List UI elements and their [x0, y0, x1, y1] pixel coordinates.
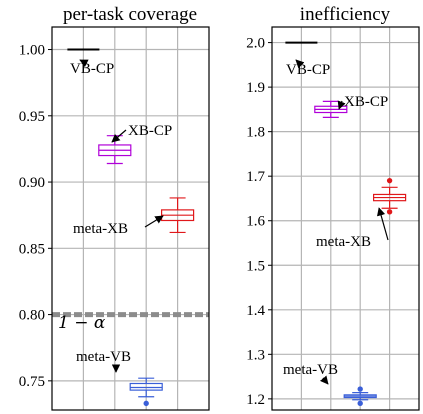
series-xb-cp: XB-CP: [314, 94, 388, 119]
chart-panel-1: per-task coverage 0.75 0.80 0.85 0.90 0.95 1.0…: [19, 4, 210, 411]
y-tick-label: 0.95: [19, 109, 45, 125]
series-meta-vb: meta-VB: [283, 362, 377, 407]
series-label-arrow: [337, 100, 346, 110]
series-label: XB-CP: [344, 94, 388, 110]
y-tick-label: 1.7: [246, 169, 265, 185]
y-tick-label: 0.80: [19, 308, 45, 324]
outlier-point: [357, 400, 363, 407]
target-coverage-label: 1 − α: [58, 313, 106, 333]
panel-title: per-task coverage: [63, 4, 197, 25]
series-vb-cp: VB-CP: [285, 41, 330, 78]
series-xb-cp: XB-CP: [98, 123, 172, 165]
series-label: meta-XB: [73, 221, 128, 237]
y-tick-label: 1.3: [246, 347, 265, 363]
series-label-arrow: [79, 59, 89, 68]
series-label-arrow: [144, 215, 164, 228]
y-tick-label: 0.90: [19, 175, 45, 191]
y-tick-label: 2.0: [246, 36, 265, 52]
y-tick-label: 0.85: [19, 241, 45, 257]
series-label: meta-XB: [316, 234, 371, 250]
chart-panel-2: inefficiency 1.2 1.3 1.4 1.5 1.6 1.7 1.8 1.9 2.0 V…: [246, 4, 420, 411]
y-tick-label: 1.2: [246, 392, 265, 408]
outlier-point: [357, 386, 363, 392]
axes-frame: [271, 26, 420, 411]
series-label: VB-CP: [286, 62, 330, 78]
series-label-arrow: [111, 129, 127, 143]
series-meta-vb: meta-VB: [76, 349, 163, 407]
series-meta-xb: meta-XB: [316, 177, 407, 250]
outlier-point: [386, 177, 393, 184]
series-label-arrow: [319, 375, 329, 385]
panel-title: inefficiency: [300, 4, 391, 25]
series-meta-xb: meta-XB: [73, 197, 195, 237]
outlier-point: [143, 400, 149, 407]
y-tick-label: 1.00: [19, 43, 45, 59]
y-tick-label: 1.9: [246, 80, 265, 96]
outlier-point: [386, 209, 393, 215]
y-tick-label: 0.75: [19, 374, 45, 390]
series-label: meta-VB: [76, 349, 131, 365]
series-label-arrow: [295, 59, 305, 69]
axes-frame: [51, 26, 210, 411]
y-tick-label: 1.8: [246, 125, 265, 141]
series-label-arrow: [377, 207, 389, 241]
y-tick-label: 1.6: [246, 214, 265, 230]
series-label: XB-CP: [128, 123, 172, 139]
series-label: VB-CP: [70, 61, 114, 77]
series-vb-cp: VB-CP: [67, 48, 114, 77]
y-tick-label: 1.5: [246, 258, 265, 274]
y-tick-label: 1.4: [246, 303, 265, 319]
series-label: meta-VB: [283, 362, 338, 378]
box-iqr: [129, 382, 163, 391]
